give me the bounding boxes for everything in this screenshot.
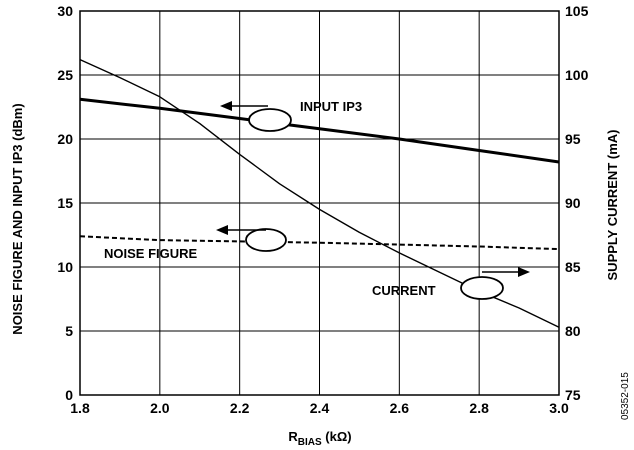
y-right-tick-label: 100 xyxy=(565,67,589,83)
nf-marker-ellipse xyxy=(245,228,287,252)
y-left-tick-label: 5 xyxy=(65,323,73,339)
ip3-arrow-head xyxy=(220,101,232,111)
y-right-tick-label: 80 xyxy=(565,323,581,339)
nf-arrow-head xyxy=(216,225,228,235)
x-tick-label: 1.8 xyxy=(70,400,90,416)
y-left-tick-label: 15 xyxy=(57,195,73,211)
y-left-tick-label: 20 xyxy=(57,131,73,147)
figure-id: 05352-015 xyxy=(620,372,631,420)
y-left-tick-label: 30 xyxy=(57,3,73,19)
y-right-tick-label: 75 xyxy=(565,387,581,403)
x-tick-label: 3.0 xyxy=(549,400,569,416)
x-axis-label-main: R xyxy=(288,429,298,444)
x-tick-label: 2.8 xyxy=(469,400,489,416)
plot-frame xyxy=(79,10,560,396)
current-marker-ellipse xyxy=(460,276,504,300)
x-tick-label: 2.4 xyxy=(310,400,330,416)
annotation-noise-figure: NOISE FIGURE xyxy=(104,246,198,261)
x-tick-label: 2.6 xyxy=(390,400,410,416)
annotation-current: CURRENT xyxy=(372,283,436,298)
y-right-tick-label: 85 xyxy=(565,259,581,275)
annotation-input-ip3: INPUT IP3 xyxy=(300,99,362,114)
grid xyxy=(80,11,559,395)
ip3-marker-ellipse xyxy=(248,108,292,132)
y-left-tick-label: 0 xyxy=(65,387,73,403)
x-tick-label: 2.0 xyxy=(150,400,170,416)
x-tick-label: 2.2 xyxy=(230,400,250,416)
y-axis-right-label: SUPPLY CURRENT (mA) xyxy=(605,130,620,281)
x-axis-label: RBIAS (kΩ) xyxy=(288,429,351,448)
y-left-tick-label: 25 xyxy=(57,67,73,83)
y-right-tick-label: 95 xyxy=(565,131,581,147)
y-right-tick-label: 90 xyxy=(565,195,581,211)
tick-labels: 1.8 2.0 2.2 2.4 2.6 2.8 3.0 0 5 10 15 20 25 30 75 80 85 9… xyxy=(57,3,588,416)
y-axis-left-label: NOISE FIGURE AND INPUT IP3 (dBm) xyxy=(10,103,25,334)
y-right-tick-label: 105 xyxy=(565,3,589,19)
x-axis-label-subscript: BIAS xyxy=(298,437,322,448)
series-input-ip3 xyxy=(79,97,560,164)
x-axis-label-unit: (kΩ) xyxy=(322,429,352,444)
current-arrow-head xyxy=(518,267,530,277)
annotations: INPUT IP3 NOISE FIGURE CURRENT xyxy=(104,99,530,300)
y-left-tick-label: 10 xyxy=(57,259,73,275)
